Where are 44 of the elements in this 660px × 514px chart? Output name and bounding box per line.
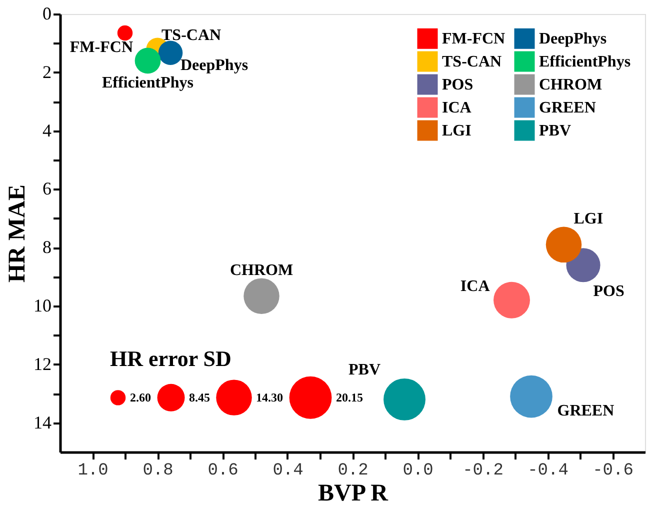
y-tick-label: 12 <box>34 354 52 374</box>
legend-label: POS <box>442 76 474 94</box>
x-tick-label: 1.0 <box>78 462 108 480</box>
y-tick-label: 4 <box>42 120 52 140</box>
y-tick-label: 0 <box>42 4 52 24</box>
text: FM-FCN <box>70 38 133 56</box>
text: DeepPhys <box>180 56 248 74</box>
legend-label: 20.15 <box>336 390 363 405</box>
legend-label: TS-CAN <box>442 54 502 70</box>
x-tick-label: -0.6 <box>592 462 634 480</box>
legend-label: GREEN <box>539 100 596 116</box>
legend-label: DeepPhys <box>539 30 607 48</box>
x-tick-label: -0.4 <box>528 462 568 480</box>
legend-label: 8.45 <box>189 390 210 405</box>
y-tick-label: 8 <box>42 237 52 258</box>
text: EfficientPhys <box>102 74 194 92</box>
legend-label: FM-FCN <box>442 30 506 48</box>
x-tick-label: 0.0 <box>402 462 434 480</box>
text: ICA <box>460 278 490 296</box>
legend-label: ICA <box>442 100 472 116</box>
x-tick-label: -0.2 <box>462 462 504 480</box>
x-tick-label: 0.6 <box>208 462 238 480</box>
x-tick-label: 0.4 <box>272 462 304 480</box>
text: CHROM <box>230 262 294 280</box>
x-tick-label: 0.2 <box>338 462 368 480</box>
legend-label: PBV <box>539 122 572 140</box>
x-axis-title: BVP R <box>318 480 389 506</box>
text: LGI <box>574 210 604 228</box>
legend-label: CHROM <box>539 76 602 94</box>
legend-title: HR error SD <box>110 346 232 371</box>
legend-label: EfficientPhys <box>539 54 631 70</box>
legend-label: LGI <box>442 122 472 140</box>
text: PBV <box>348 361 380 378</box>
y-axis-title: HR MAE <box>4 184 30 282</box>
x-tick-label: 0.8 <box>142 462 174 480</box>
y-tick-label: 10 <box>34 296 52 316</box>
legend-label: 2.60 <box>130 390 151 405</box>
text: POS <box>593 283 624 300</box>
y-tick-label: 14 <box>34 412 52 432</box>
y-tick-label: 6 <box>42 178 52 199</box>
text: GREEN <box>557 402 614 420</box>
y-tick-label: 2 <box>42 62 52 82</box>
text: TS-CAN <box>162 27 222 44</box>
legend-label: 14.30 <box>256 390 283 405</box>
